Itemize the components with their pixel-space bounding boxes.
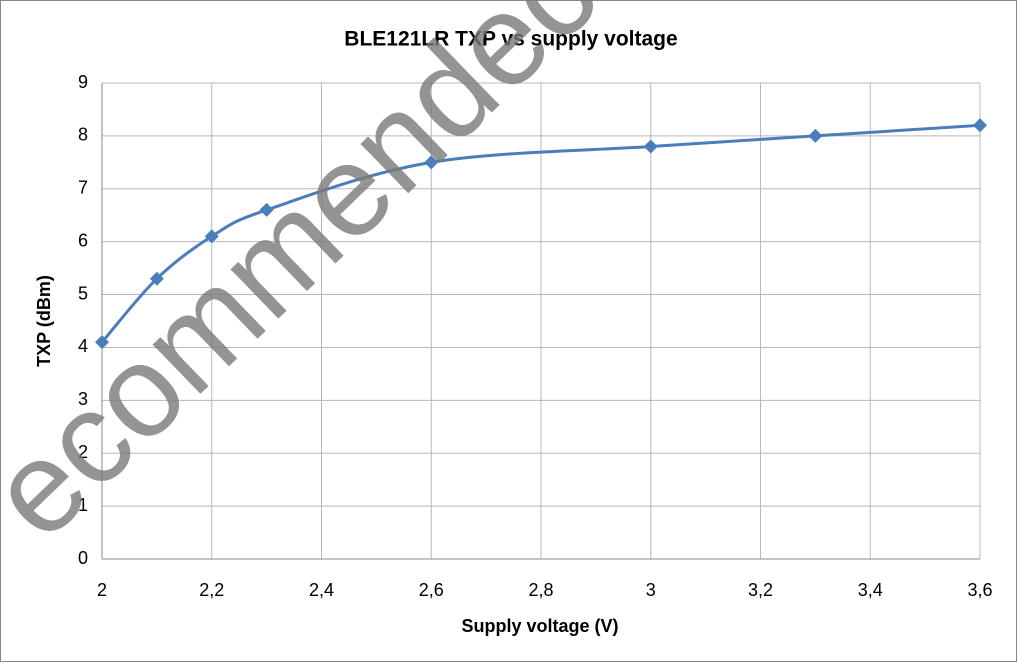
y-tick-label: 0 (78, 548, 88, 568)
x-tick-label: 3,2 (748, 580, 773, 600)
x-tick-label: 2,2 (199, 580, 224, 600)
y-tick-label: 1 (78, 495, 88, 515)
marker (643, 139, 658, 154)
x-tick-label: 3 (646, 580, 656, 600)
y-tick-label: 4 (78, 336, 88, 356)
y-tick-label: 6 (78, 230, 88, 250)
y-tick-label: 5 (78, 283, 88, 303)
y-tick-label: 3 (78, 389, 88, 409)
y-tick-label: 8 (78, 125, 88, 145)
x-axis-label: Supply voltage (V) (461, 616, 618, 636)
y-axis-label: TXP (dBm) (34, 275, 54, 367)
marker (424, 155, 439, 170)
x-tick-label: 3,6 (967, 580, 992, 600)
marker (95, 335, 109, 350)
x-tick-label: 3,4 (858, 580, 883, 600)
x-tick-label: 2 (97, 580, 107, 600)
x-tick-label: 2,4 (309, 580, 334, 600)
y-tick-label: 7 (78, 178, 88, 198)
x-tick-label: 2,6 (419, 580, 444, 600)
y-tick-label: 2 (78, 442, 88, 462)
y-tick-label: 9 (78, 72, 88, 92)
x-tick-label: 2,8 (528, 580, 553, 600)
marker (259, 202, 274, 217)
marker (808, 128, 823, 143)
marker (973, 118, 987, 133)
marker (204, 229, 219, 244)
chart-title: BLE121LR TXP vs supply voltage (344, 28, 677, 51)
marker (149, 271, 164, 286)
